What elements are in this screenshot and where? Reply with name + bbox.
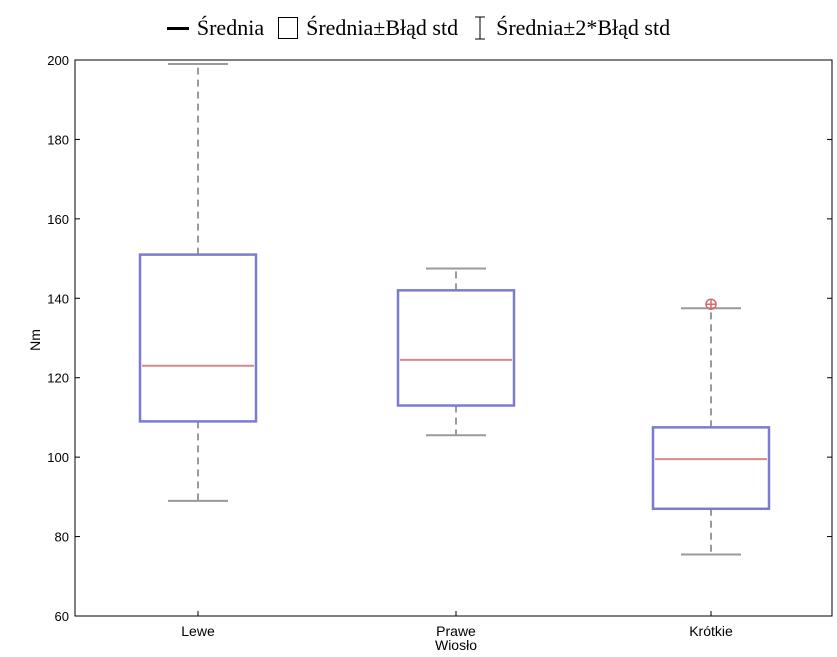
category-labels: Lewe Prawe Wiosło Krótkie: [181, 611, 733, 653]
chart-legend: Średnia Średnia±Błąd std Średnia±2*Błąd …: [0, 0, 837, 56]
y-tick-label: 100: [47, 450, 69, 465]
y-tick-label: 140: [47, 291, 69, 306]
error-bar-swatch-icon: [475, 16, 486, 40]
y-tick-label: 120: [47, 371, 69, 386]
legend-item-box: Średnia±Błąd std: [278, 15, 458, 41]
legend-whisker-label: Średnia±2*Błąd std: [496, 15, 671, 40]
category-label-line: Krótkie: [689, 623, 733, 639]
category-label: Prawe Wiosło: [435, 623, 477, 653]
box-group: [396, 267, 516, 437]
y-tick-label: 60: [55, 609, 69, 624]
boxes-group: [138, 62, 771, 556]
box-swatch-icon: [278, 17, 299, 39]
plot-area-frame: [74, 59, 833, 617]
category-label-line: Prawe: [436, 623, 476, 639]
y-axis-label: Nm: [27, 329, 43, 351]
mean-swatch-icon: [166, 26, 189, 30]
category-label: Krótkie: [689, 623, 733, 639]
category-label-line: Wiosło: [435, 637, 477, 653]
category-label: Lewe: [181, 623, 215, 639]
legend-item-whisker: Średnia±2*Błąd std: [472, 15, 670, 41]
legend-item-mean: Średnia: [166, 15, 265, 41]
box-group: [138, 62, 258, 502]
box-rect: [396, 289, 516, 407]
legend-mean-label: Średnia: [196, 15, 265, 40]
y-tick-label: 200: [47, 53, 69, 68]
y-axis-ticks: 60 80 100 120 140 160 180 200: [47, 53, 832, 624]
y-tick-label: 80: [55, 530, 69, 545]
y-tick-label: 180: [47, 132, 69, 147]
legend-box-label: Średnia±Błąd std: [306, 15, 459, 40]
box-rect: [651, 426, 771, 511]
y-tick-label: 160: [47, 212, 69, 227]
box-rect: [138, 253, 258, 423]
category-label-line: Lewe: [181, 623, 215, 639]
box-group: [651, 298, 771, 556]
